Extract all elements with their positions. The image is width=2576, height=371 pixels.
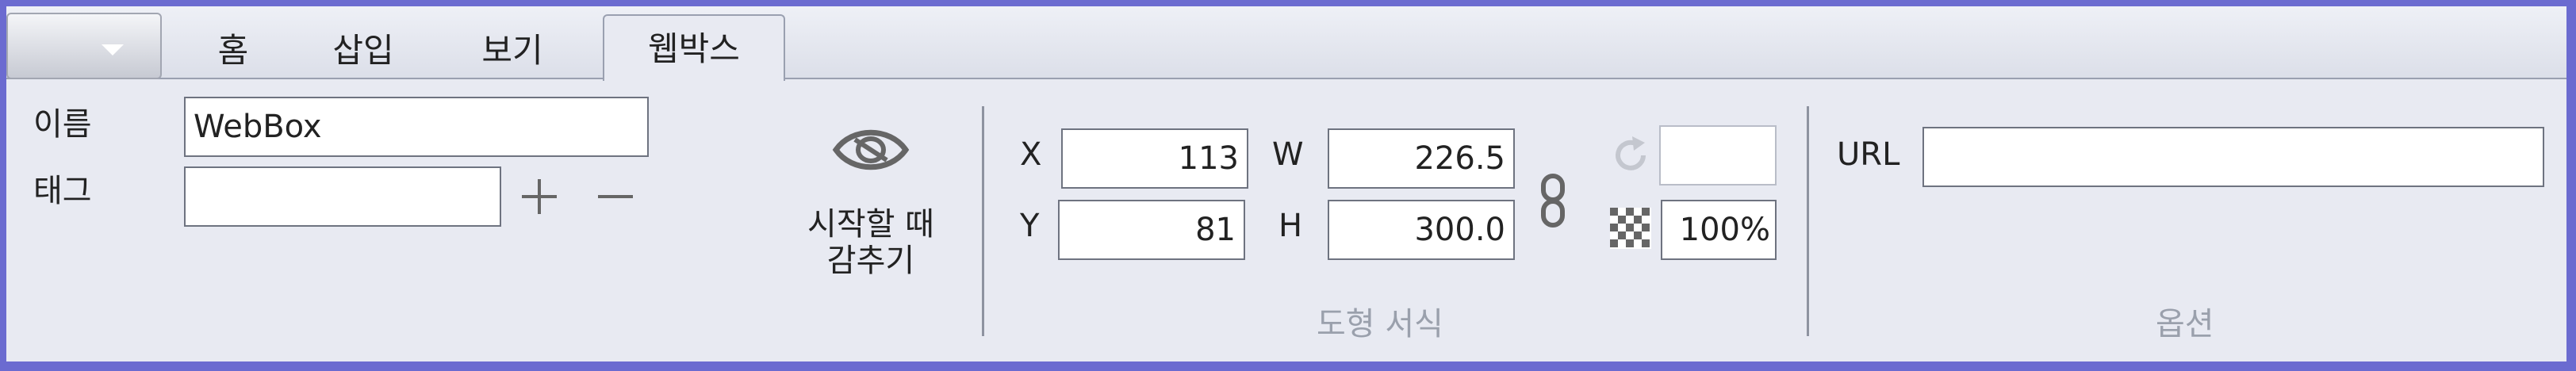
shape-format-group-label: 도형 서식 — [1317, 306, 1443, 342]
y-input[interactable] — [1058, 200, 1245, 260]
tab-insert[interactable]: 삽입 — [332, 31, 394, 70]
w-label: W — [1272, 136, 1304, 173]
w-input[interactable] — [1328, 128, 1515, 189]
rotate-icon — [1616, 136, 1646, 170]
rotation-input[interactable] — [1659, 125, 1777, 186]
hide-at-start-label-line1: 시작할 때 — [807, 206, 934, 243]
url-input[interactable] — [1922, 127, 2544, 187]
group-separator — [982, 106, 984, 336]
eye-hidden-icon — [832, 129, 910, 170]
app-menu-button[interactable] — [6, 13, 162, 79]
add-tag-icon[interactable] — [517, 174, 562, 219]
y-label: Y — [1020, 208, 1040, 244]
tab-home[interactable]: 홈 — [217, 31, 249, 70]
x-input[interactable] — [1061, 128, 1248, 189]
h-label: H — [1278, 208, 1303, 244]
name-label: 이름 — [33, 106, 92, 143]
tag-input[interactable] — [184, 166, 501, 227]
name-input[interactable] — [184, 97, 649, 157]
opacity-input[interactable] — [1661, 200, 1777, 260]
opacity-checker-icon — [1610, 208, 1651, 249]
tag-label: 태그 — [33, 173, 92, 209]
ribbon-tab-strip: 홈 삽입 보기 웹박스 — [6, 6, 2566, 81]
tab-webbox[interactable]: 웹박스 — [603, 14, 785, 81]
lock-aspect-ratio-link-icon[interactable] — [1537, 173, 1569, 228]
group-separator — [1807, 106, 1809, 336]
h-input[interactable] — [1328, 200, 1515, 260]
ribbon-window: 홈 삽입 보기 웹박스 이름 태그 시작할 때 감추기 X Y W H — [6, 6, 2566, 361]
hide-at-start-label-line2: 감추기 — [826, 243, 915, 279]
remove-tag-icon[interactable] — [593, 174, 638, 219]
options-group-label: 옵션 — [2156, 306, 2214, 342]
url-label: URL — [1837, 136, 1900, 173]
x-label: X — [1020, 136, 1042, 173]
tab-view[interactable]: 보기 — [481, 31, 543, 70]
dropdown-arrow-icon — [102, 44, 124, 55]
